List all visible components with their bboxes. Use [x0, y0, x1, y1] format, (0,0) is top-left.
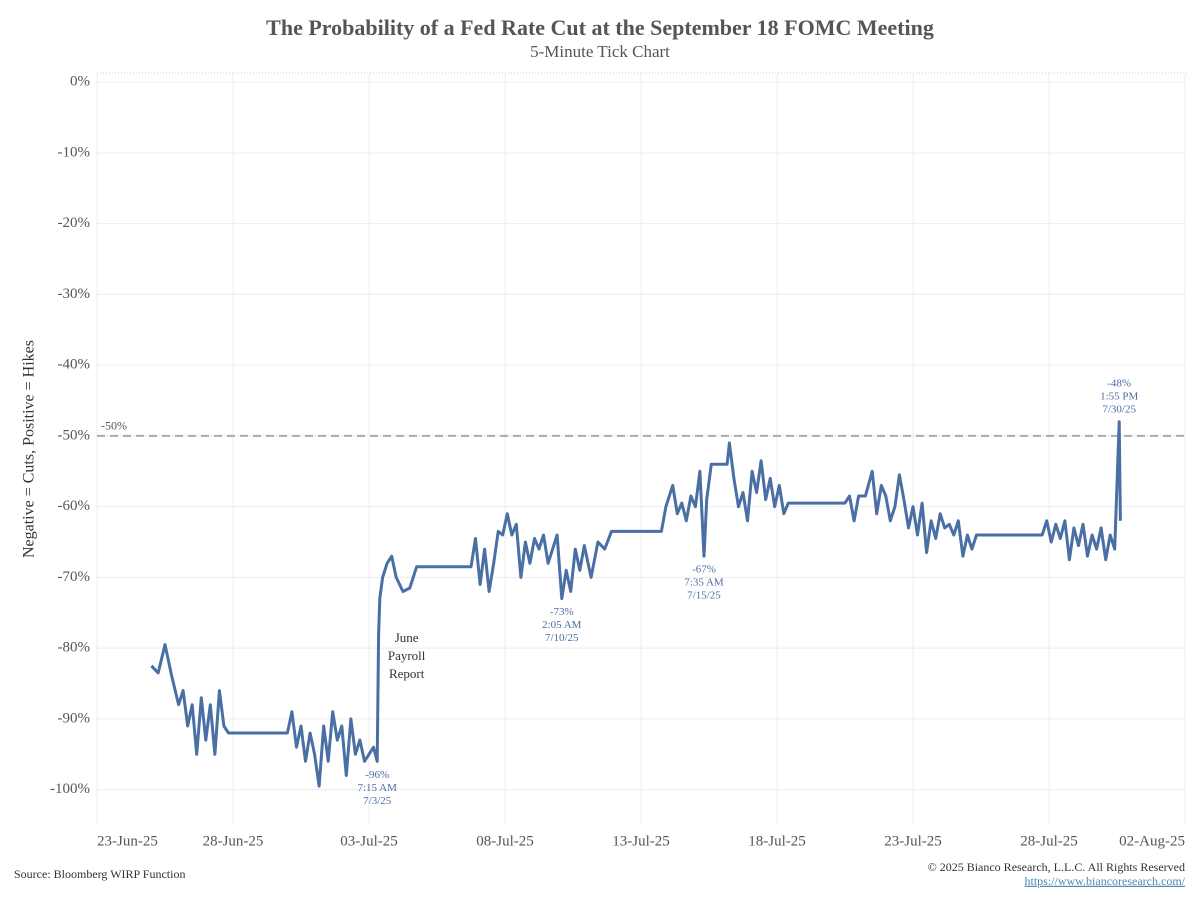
reference-label: -50%: [101, 419, 127, 433]
y-tick-label: -40%: [58, 357, 91, 373]
annotation: 7/3/25: [363, 795, 392, 807]
x-tick-label: 08-Jul-25: [476, 833, 534, 849]
annotation: 7:35 AM: [684, 577, 724, 589]
y-tick-label: -60%: [58, 498, 91, 514]
chart-subtitle: 5-Minute Tick Chart: [530, 42, 670, 61]
annotation: -67%: [692, 564, 716, 576]
y-tick-label: -90%: [58, 710, 91, 726]
annotation: 7/15/25: [687, 590, 721, 602]
series-line: [150, 420, 1122, 788]
annotation: 7:15 AM: [357, 782, 397, 794]
url[interactable]: https://www.biancoresearch.com/: [1024, 874, 1185, 888]
x-tick-label: 03-Jul-25: [340, 833, 398, 849]
annotation: -96%: [365, 769, 389, 781]
y-tick-label: -50%: [58, 427, 91, 443]
annotation: 1:55 PM: [1100, 390, 1138, 402]
x-tick-label: 28-Jun-25: [203, 833, 264, 849]
y-tick-label: 0%: [70, 74, 90, 90]
x-tick-label: 28-Jul-25: [1020, 833, 1078, 849]
annotation: 2:05 AM: [542, 619, 582, 631]
annotation: 7/30/25: [1102, 403, 1136, 415]
source: Source: Bloomberg WIRP Function: [14, 867, 185, 881]
x-tick-label: 18-Jul-25: [748, 833, 806, 849]
x-tick-label: 23-Jul-25: [884, 833, 942, 849]
x-tick-label: 23-Jun-25: [97, 833, 158, 849]
x-tick-label: 02-Aug-25: [1119, 833, 1185, 849]
annotation: Payroll: [388, 648, 426, 663]
copyright: © 2025 Bianco Research, L.L.C. All Right…: [928, 860, 1185, 874]
y-tick-label: -30%: [58, 286, 91, 302]
annotation: -48%: [1107, 377, 1131, 389]
chart-title: The Probability of a Fed Rate Cut at the…: [266, 15, 934, 40]
y-tick-label: -10%: [58, 144, 91, 160]
annotation: June: [395, 630, 419, 645]
x-tick-label: 13-Jul-25: [612, 833, 670, 849]
annotation: 7/10/25: [545, 632, 579, 644]
annotation: Report: [389, 666, 425, 681]
y-tick-label: -20%: [58, 215, 91, 231]
y-tick-label: -70%: [58, 569, 91, 585]
y-axis-label: Negative = Cuts, Positive = Hikes: [21, 340, 38, 558]
annotation: -73%: [550, 606, 574, 618]
y-tick-label: -80%: [58, 640, 91, 656]
y-tick-label: -100%: [50, 781, 90, 797]
